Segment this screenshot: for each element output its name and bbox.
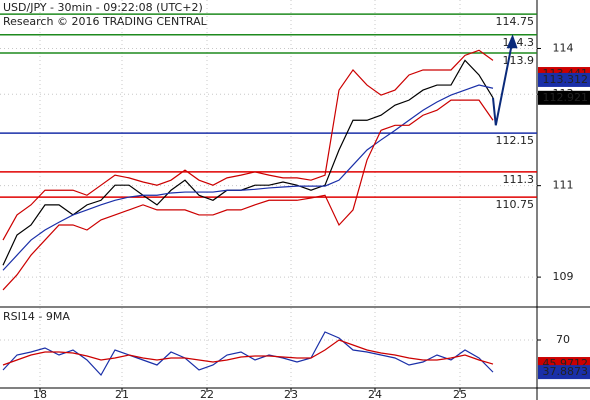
x-tick-label: 22 [200, 388, 214, 400]
arrow-head [506, 34, 518, 49]
price-tag-label: 112.921 [543, 91, 589, 104]
price-tag [538, 365, 590, 380]
indicator-line [2, 49, 494, 241]
level-label: 112.15 [496, 134, 535, 147]
indicator-line [2, 339, 494, 366]
level-label: 110.75 [496, 198, 535, 211]
chart-title: USD/JPY - 30min - 09:22:08 (UTC+2) [3, 1, 203, 14]
indicator-line [2, 84, 494, 271]
level-label: 113.9 [503, 54, 535, 67]
indicator-line [2, 99, 494, 291]
forecast-arrow [492, 40, 514, 126]
x-tick-label: 23 [284, 388, 298, 400]
y-tick-label: 109 [553, 270, 574, 283]
y-tick-label: 114 [553, 41, 574, 54]
level-label: 114.75 [496, 15, 535, 28]
level-label: 111.3 [503, 173, 535, 186]
y-tick-label: 70 [556, 333, 570, 346]
chart-subtitle: Research © 2016 TRADING CENTRAL [3, 15, 208, 28]
price-line [2, 59, 494, 266]
x-tick-label: 24 [368, 388, 382, 400]
x-tick-label: 21 [115, 388, 129, 400]
price-tag-label: 113.312 [543, 73, 589, 86]
price-tag [538, 90, 590, 105]
x-tick-label: 25 [453, 388, 467, 400]
indicator-title: RSI14 - 9MA [3, 310, 70, 323]
price-tag-label: 37.8873 [543, 365, 589, 378]
y-tick-label: 111 [553, 179, 574, 192]
x-tick-label: 18 [33, 388, 47, 400]
price-tag [538, 72, 590, 87]
